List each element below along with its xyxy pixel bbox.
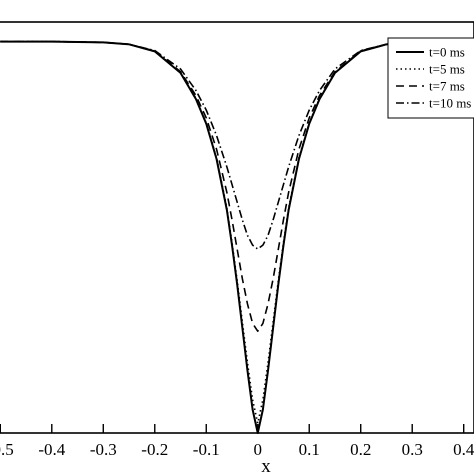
series-line — [0, 40, 464, 434]
x-tick-label: 0.3 — [402, 440, 423, 459]
legend: t=0 ms t=5 ms t=7 ms t=10 ms — [387, 37, 474, 119]
legend-label: t=5 ms — [429, 62, 465, 77]
x-axis-label: x — [261, 456, 271, 474]
x-tick-label: 0.4 — [453, 440, 474, 459]
legend-label: t=10 ms — [429, 96, 471, 111]
legend-label: t=0 ms — [429, 45, 465, 60]
x-ticks: -0.5 -0.4 -0.3 -0.2 -0.1 0 0.1 0.2 0.3 0.4 — [0, 424, 474, 459]
legend-label: t=7 ms — [429, 79, 465, 94]
series-line — [0, 40, 464, 250]
plot-frame — [0, 21, 474, 434]
x-tick-label: 0 — [253, 440, 262, 459]
x-tick-label: -0.3 — [90, 440, 117, 459]
series-group — [0, 40, 464, 434]
x-tick-label: 0.2 — [350, 440, 371, 459]
x-tick-label: -0.4 — [38, 440, 65, 459]
x-tick-label: -0.1 — [193, 440, 220, 459]
x-tick-label: 0.1 — [299, 440, 320, 459]
x-tick-label: -0.2 — [141, 440, 168, 459]
x-tick-label: -0.5 — [0, 440, 14, 459]
